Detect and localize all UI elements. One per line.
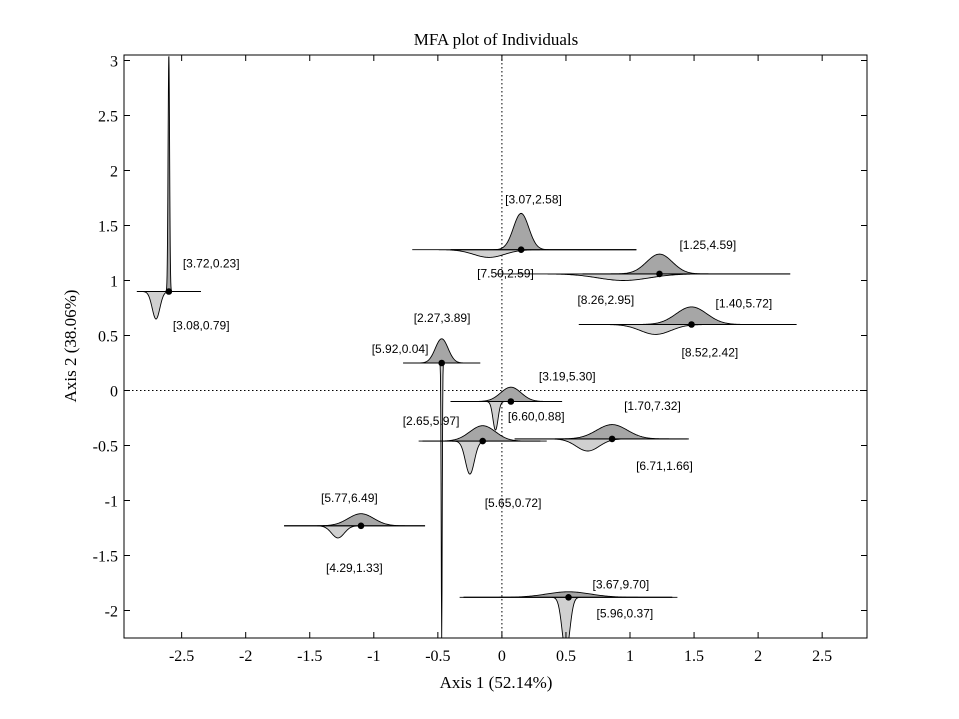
individual-marker bbox=[517, 246, 525, 253]
upper-value-label: [3.67,9.70] bbox=[593, 577, 650, 591]
y-tick-label: 2 bbox=[110, 164, 118, 181]
y-tick-label: 0 bbox=[110, 384, 118, 401]
x-tick-label: -0.5 bbox=[425, 648, 450, 665]
individual-marker bbox=[357, 522, 365, 530]
individual-marker bbox=[507, 398, 515, 405]
y-tick-label: 2.5 bbox=[98, 109, 118, 126]
upper-value-label: [3.19,5.30] bbox=[539, 370, 596, 384]
y-tick-label: -1.5 bbox=[93, 549, 118, 566]
lower-value-label: [5.92,0.04] bbox=[372, 342, 429, 356]
lower-value-label: [8.52,2.42] bbox=[681, 346, 738, 360]
individual-marker bbox=[656, 270, 663, 278]
individual-6 bbox=[450, 386, 563, 431]
individual-3 bbox=[412, 212, 637, 258]
upper-value-label: [5.77,6.49] bbox=[321, 491, 378, 505]
individual-5 bbox=[578, 306, 797, 335]
x-tick-label: -2.5 bbox=[169, 648, 194, 665]
upper-value-label: [3.72,0.23] bbox=[183, 257, 240, 271]
x-tick-label: 1.5 bbox=[684, 648, 704, 665]
y-tick-label: -2 bbox=[105, 604, 118, 621]
individual-marker bbox=[165, 288, 173, 295]
lower-value-label: [8.26,2.95] bbox=[577, 293, 634, 307]
lower-value-label: [5.96,0.37] bbox=[597, 606, 654, 620]
individual-9 bbox=[284, 513, 426, 539]
y-tick-label: -1 bbox=[105, 494, 118, 511]
upper-value-label: [1.70,7.32] bbox=[624, 399, 681, 413]
individual-7 bbox=[514, 424, 689, 452]
x-tick-label: -1.5 bbox=[297, 648, 322, 665]
lower-value-label: [3.08,0.79] bbox=[173, 319, 230, 333]
lower-value-label: [7.50,2.59] bbox=[477, 267, 534, 281]
lower-value-label: [4.29,1.33] bbox=[326, 561, 383, 575]
individual-4 bbox=[495, 253, 791, 281]
upper-value-label: [3.07,2.58] bbox=[505, 193, 562, 207]
y-tick-label: 3 bbox=[110, 54, 118, 71]
y-tick-label: -0.5 bbox=[93, 439, 118, 456]
chart-title: MFA plot of Individuals bbox=[414, 30, 579, 49]
individual-2 bbox=[403, 338, 481, 638]
x-tick-label: -1 bbox=[367, 648, 380, 665]
x-tick-label: 0 bbox=[498, 648, 506, 665]
individual-marker bbox=[438, 359, 445, 367]
individual-marker bbox=[688, 321, 695, 328]
upper-value-label: [1.25,4.59] bbox=[679, 238, 736, 252]
upper-value-label: [2.27,3.89] bbox=[414, 311, 471, 325]
x-axis-label: Axis 1 (52.14%) bbox=[440, 673, 553, 692]
y-tick-label: 1 bbox=[110, 274, 118, 291]
x-tick-label: 0.5 bbox=[556, 648, 576, 665]
upper-value-label: [1.40,5.72] bbox=[715, 297, 772, 311]
lower-value-label: [5.65,0.72] bbox=[485, 496, 542, 510]
individual-marker bbox=[479, 437, 486, 445]
y-tick-label: 0.5 bbox=[98, 329, 118, 346]
upper-value-label: [2.65,5.97] bbox=[403, 414, 460, 428]
lower-value-label: [6.71,1.66] bbox=[636, 459, 693, 473]
y-tick-label: 1.5 bbox=[98, 219, 118, 236]
y-axis-label: Axis 2 (38.06%) bbox=[61, 290, 80, 403]
individual-marker bbox=[565, 594, 572, 601]
x-tick-label: -2 bbox=[239, 648, 252, 665]
plot-frame bbox=[123, 54, 868, 639]
x-tick-label: 2.5 bbox=[812, 648, 832, 665]
individual-marker bbox=[608, 435, 616, 443]
lower-value-label: [6.60,0.88] bbox=[508, 410, 565, 424]
x-tick-label: 1 bbox=[626, 648, 634, 665]
x-tick-label: 2 bbox=[754, 648, 762, 665]
